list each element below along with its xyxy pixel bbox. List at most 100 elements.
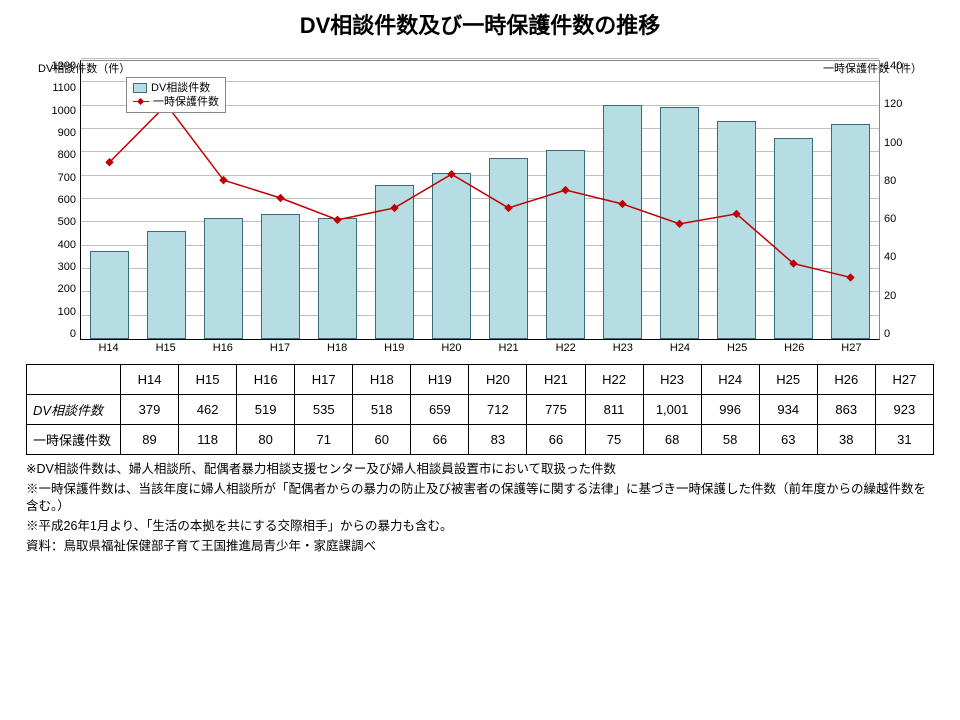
bar [774,138,813,339]
y2-tick: 0 [884,328,920,340]
table-cell: 712 [469,395,527,425]
table-cell: 60 [353,425,411,455]
bar [831,124,870,339]
footnote: ※平成26年1月より、「生活の本拠を共にする交際相手」からの暴力も含む。 [26,518,934,535]
table-cell: 66 [411,425,469,455]
table-col-header: H14 [121,365,179,395]
y1-tick: 400 [40,239,76,251]
table-col-header: H18 [353,365,411,395]
footnote: 資料：鳥取県福祉保健部子育て王国推進局青少年・家庭課調べ [26,538,934,555]
table-cell: 80 [237,425,295,455]
gridline [81,58,879,59]
bar [261,214,300,339]
bar [489,158,528,339]
table-cell: 775 [527,395,585,425]
x-tick: H27 [823,340,880,354]
y2-tick: 20 [884,290,920,302]
bar [90,251,129,339]
footnotes: ※DV相談件数は、婦人相談所、配偶者暴力相談支援センター及び婦人相談員設置市にお… [26,461,934,554]
table-cell: 89 [121,425,179,455]
x-tick: H18 [309,340,366,354]
table-col-header: H20 [469,365,527,395]
y2-tick: 100 [884,137,920,149]
table-cell: 66 [527,425,585,455]
chart-title: DV相談件数及び一時保護件数の推移 [0,0,960,46]
table-col-header: H26 [817,365,875,395]
table-row-header: 一時保護件数 [27,425,121,455]
y2-tick: 120 [884,98,920,110]
table-row-header: DV相談件数 [27,395,121,425]
table-cell: 659 [411,395,469,425]
bar [318,218,357,339]
x-tick: H19 [366,340,423,354]
x-tick: H14 [80,340,137,354]
y1-axis: 1200110010009008007006005004003002001000 [40,60,80,340]
table-col-header: H21 [527,365,585,395]
y1-tick: 500 [40,216,76,228]
footnote: ※DV相談件数は、婦人相談所、配偶者暴力相談支援センター及び婦人相談員設置市にお… [26,461,934,478]
table-cell: 71 [295,425,353,455]
table-cell: 38 [817,425,875,455]
y1-tick: 100 [40,306,76,318]
table-row: 一時保護件数89118807160668366756858633831 [27,425,934,455]
y1-tick: 900 [40,127,76,139]
table-col-header: H24 [701,365,759,395]
table-cell: 118 [179,425,237,455]
table-cell: 535 [295,395,353,425]
y2-axis: 140120100806040200 [880,60,920,340]
bar [432,173,471,339]
y1-tick: 600 [40,194,76,206]
legend-bar-label: DV相談件数 [151,81,210,95]
table-cell: 811 [585,395,643,425]
table-cell: 462 [179,395,237,425]
x-tick: H20 [423,340,480,354]
legend: DV相談件数 一時保護件数 [126,77,226,113]
table-col-header: H25 [759,365,817,395]
table-cell: 68 [643,425,701,455]
y1-tick: 0 [40,328,76,340]
data-table: H14H15H16H17H18H19H20H21H22H23H24H25H26H… [26,364,934,455]
y1-tick: 1000 [40,105,76,117]
y1-tick: 800 [40,149,76,161]
x-tick: H22 [537,340,594,354]
x-tick: H21 [480,340,537,354]
table-col-header: H16 [237,365,295,395]
table-cell: 63 [759,425,817,455]
chart-area: DV相談件数（件） 一時保護件数（件） 12001100100090080070… [40,60,920,354]
x-tick: H24 [651,340,708,354]
table-cell: 75 [585,425,643,455]
y1-tick: 700 [40,172,76,184]
y1-tick: 1100 [40,82,76,94]
bar [204,218,243,339]
x-tick: H15 [137,340,194,354]
table-cell: 379 [121,395,179,425]
plot-region: DV相談件数 一時保護件数 [80,60,880,340]
table-cell: 934 [759,395,817,425]
table-row: DV相談件数3794625195355186597127758111,00199… [27,395,934,425]
table-corner [27,365,121,395]
table-col-header: H17 [295,365,353,395]
table-cell: 31 [875,425,933,455]
table-col-header: H22 [585,365,643,395]
legend-line-swatch [133,97,149,107]
bar [717,121,756,339]
table-cell: 83 [469,425,527,455]
legend-bar-swatch [133,83,147,93]
table-cell: 923 [875,395,933,425]
table-col-header: H27 [875,365,933,395]
x-axis: H14H15H16H17H18H19H20H21H22H23H24H25H26H… [80,340,880,354]
table-cell: 518 [353,395,411,425]
table-cell: 996 [701,395,759,425]
bar [660,107,699,339]
x-tick: H25 [709,340,766,354]
x-tick: H16 [194,340,251,354]
bar [147,231,186,339]
y1-tick: 300 [40,261,76,273]
x-tick: H26 [766,340,823,354]
x-tick: H17 [251,340,308,354]
y2-tick: 40 [884,251,920,263]
bar [546,150,585,339]
table-cell: 863 [817,395,875,425]
table-cell: 58 [701,425,759,455]
y1-tick: 200 [40,283,76,295]
